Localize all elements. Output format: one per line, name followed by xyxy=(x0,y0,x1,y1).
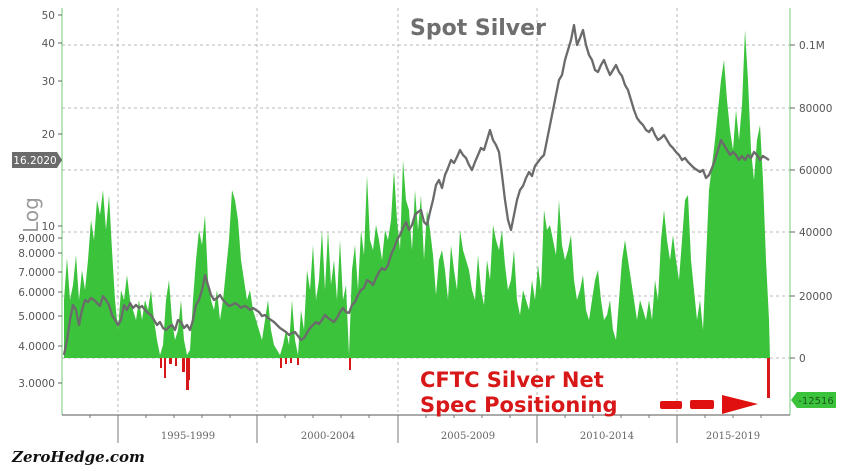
left-tick: 6.0000 xyxy=(18,287,55,299)
x-label: 2005-2009 xyxy=(441,431,495,442)
left-tick: 50 xyxy=(42,10,55,22)
left-tick: 8.0000 xyxy=(18,248,55,260)
zerohedge-watermark: ZeroHedge.com xyxy=(12,448,145,466)
positioning-area xyxy=(64,30,770,358)
x-label: 2015-2019 xyxy=(706,431,760,442)
left-tick: 9.0000 xyxy=(18,233,55,245)
left-tick: 4.0000 xyxy=(18,341,55,353)
left-tick: 10 xyxy=(42,221,55,233)
x-label: 1995-1999 xyxy=(161,431,215,442)
chart-title: Spot Silver xyxy=(410,16,546,41)
right-tick: 20000 xyxy=(799,291,832,303)
x-label: 2000-2004 xyxy=(301,431,355,442)
negative-positioning xyxy=(160,358,770,398)
left-tick: 20 xyxy=(42,129,55,141)
right-tick: 40000 xyxy=(799,227,832,239)
left-tick: 7.0000 xyxy=(18,267,55,279)
left-tick: 5.0000 xyxy=(18,311,55,323)
left-tick: 3.0000 xyxy=(18,378,55,390)
left-value-badge-text: 16.2020 xyxy=(13,155,56,167)
left-tick: 40 xyxy=(42,38,55,50)
log-scale-label: Log xyxy=(19,197,43,233)
annotation-line-2: Spec Positioning xyxy=(420,393,617,417)
x-axis-labels: 1995-1999 2000-2004 2005-2009 2010-2014 … xyxy=(161,431,760,442)
left-tick: 30 xyxy=(42,76,55,88)
right-value-badge: -12516 xyxy=(791,392,836,408)
left-axis-labels: 50 40 30 20 10 9.0000 8.0000 7.0000 6.00… xyxy=(18,10,55,390)
annotation-arrow-icon xyxy=(660,395,758,414)
right-tick: 60000 xyxy=(799,165,832,177)
right-axis-labels: 0.1M 80000 60000 40000 20000 0 xyxy=(799,40,832,365)
silver-price-line xyxy=(62,23,770,356)
right-tick: 0 xyxy=(799,353,806,365)
axes xyxy=(58,8,795,443)
annotation-line-1: CFTC Silver Net xyxy=(420,368,604,392)
right-tick: 0.1M xyxy=(799,40,825,52)
right-tick: 80000 xyxy=(799,103,832,115)
right-value-badge-text: -12516 xyxy=(798,396,833,407)
left-value-badge: 16.2020 xyxy=(12,152,62,168)
x-label: 2010-2014 xyxy=(580,431,634,442)
